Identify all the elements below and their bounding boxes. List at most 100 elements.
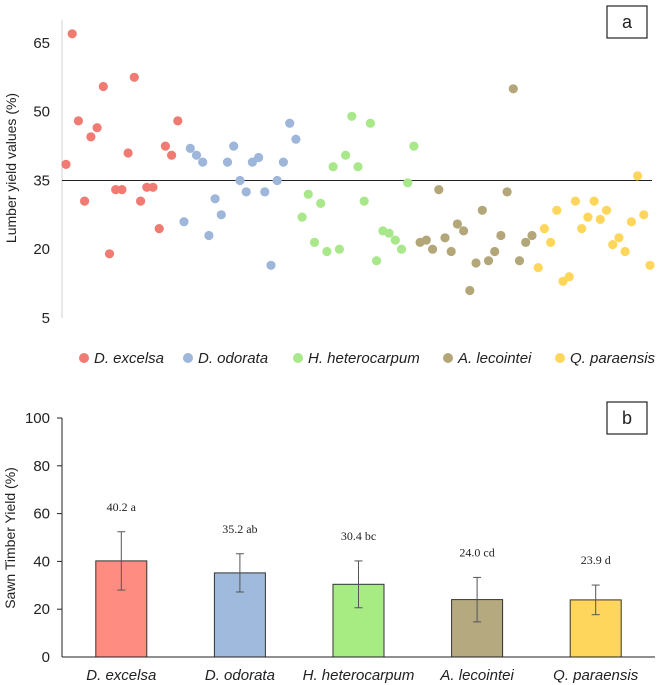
bar-y-tick-label: 40 [33,553,50,570]
scatter-point-3 [341,150,351,160]
scatter-legend: D. excelsa D. odorata H. heterocarpum A. le… [79,350,656,367]
scatter-point-1 [67,29,77,39]
scatter-point-5 [533,263,543,273]
scatter-point-4 [459,226,469,236]
scatter-point-3 [303,189,313,199]
bar-y-axis-title: Sawn Timber Yield (%) [2,467,18,609]
scatter-y-tick-label: 35 [33,172,50,189]
scatter-point-1 [160,141,170,151]
scatter-point-4 [521,237,531,247]
bar-category-label-5: Q. paraensis [553,667,639,684]
scatter-point-2 [191,150,202,160]
legend-label-4: A. lecointei [457,350,532,367]
scatter-y-tick-label: 20 [33,241,50,258]
scatter-point-4 [465,285,475,296]
scatter-point-4 [428,244,438,254]
scatter-point-4 [514,256,525,266]
scatter-point-2 [278,157,288,167]
scatter-point-5 [589,196,599,206]
scatter-point-1 [129,72,139,82]
scatter-point-2 [291,134,301,144]
scatter-point-4 [471,258,481,268]
bar-data-label-1: 40.2 a [107,500,137,514]
scatter-point-5 [601,205,612,215]
scatter-point-4 [483,256,494,266]
bars: 40.2 a D. excelsa 35.2 ab D. odorata 30.4 bc… [86,500,638,684]
scatter-point-3 [322,246,332,257]
bar-y-tick-label: 0 [42,649,50,666]
scatter-point-2 [185,143,195,153]
scatter-panel: a Lumber yield values (%) 5 20 35 50 65 D. e… [3,5,656,367]
legend-marker-4 [443,353,453,363]
scatter-point-2 [204,230,214,241]
scatter-point-2 [260,187,270,197]
scatter-point-4 [502,187,512,197]
legend-marker-3 [293,353,303,363]
bar-category-label-2: D. odorata [205,667,275,684]
scatter-point-3 [409,141,419,151]
scatter-point-5 [570,196,581,206]
legend-label-5: Q. paraensis [570,350,656,367]
legend-marker-1 [79,353,89,363]
scatter-y-tick-label: 65 [33,35,50,52]
legend-label-1: D. excelsa [94,350,164,367]
scatter-point-2 [179,217,189,227]
scatter-y-tick-label: 5 [42,310,50,327]
scatter-point-2 [266,260,276,270]
scatter-point-3 [347,111,357,121]
scatter-point-3 [359,196,369,206]
scatter-point-1 [98,81,108,92]
scatter-point-2 [222,157,233,167]
scatter-point-3 [390,235,400,245]
scatter-point-4 [421,235,431,245]
bar-data-label-3: 30.4 bc [341,529,376,543]
scatter-point-1 [117,185,127,195]
bar-category-label-4: A. lecointei [439,667,514,684]
scatter-point-4 [446,246,456,257]
scatter-points [61,29,655,296]
scatter-point-2 [210,194,220,204]
scatter-point-3 [372,256,382,266]
scatter-point-5 [552,205,562,215]
scatter-point-3 [297,212,307,222]
scatter-point-2 [235,175,245,186]
legend-marker-2 [183,353,193,363]
panel-b-label-box [606,401,648,435]
bar-y-tick-label: 60 [33,506,50,523]
scatter-point-2 [254,152,264,163]
scatter-point-3 [316,198,326,208]
scatter-point-3 [309,237,320,247]
scatter-y-axis-title: Lumber yield values (%) [3,93,19,243]
bar-2 [213,572,266,658]
scatter-point-4 [496,230,506,241]
scatter-point-4 [527,230,537,241]
scatter-point-5 [564,272,574,282]
scatter-point-2 [198,157,208,167]
scatter-point-3 [403,178,413,188]
scatter-point-5 [645,260,655,270]
bar-y-tick-label: 100 [25,410,50,427]
scatter-point-5 [539,224,550,234]
scatter-point-3 [353,162,363,172]
scatter-point-5 [626,217,637,227]
panel-a-label-box [606,5,648,39]
scatter-point-2 [229,141,239,151]
scatter-point-1 [73,116,83,126]
bar-category-label-1: D. excelsa [86,667,156,684]
scatter-point-1 [154,224,164,234]
scatter-point-5 [577,224,587,234]
scatter-point-4 [477,205,487,215]
scatter-point-5 [595,214,605,224]
scatter-point-3 [384,228,394,238]
scatter-point-1 [61,159,71,169]
scatter-point-1 [167,150,177,160]
scatter-point-5 [639,210,649,220]
bar-y-tick-label: 20 [33,601,50,618]
scatter-y-tick-label: 50 [33,104,50,121]
scatter-point-3 [334,244,344,254]
scatter-point-1 [173,116,183,126]
bar-y-tick-label: 80 [33,458,50,475]
scatter-point-1 [80,196,90,206]
scatter-point-5 [583,212,593,222]
